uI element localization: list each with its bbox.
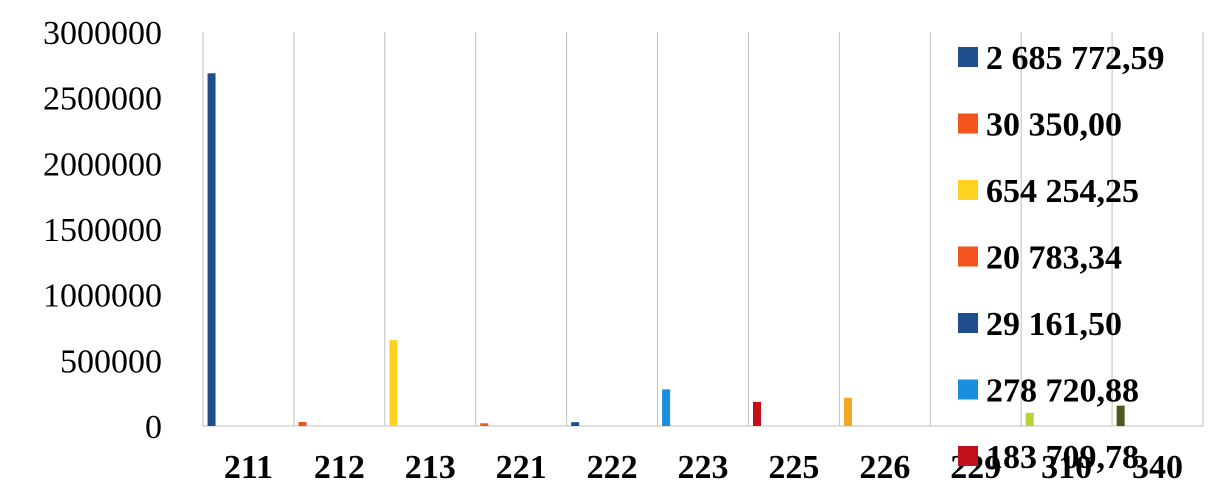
legend: 2 685 772,59 30 350,00 654 254,25 20 783,34… <box>958 40 1165 476</box>
bar <box>480 423 489 426</box>
x-tick-label: 222 <box>587 449 638 486</box>
y-tick-label: 2500000 <box>43 81 162 118</box>
y-tick-label: 0 <box>145 409 162 446</box>
legend-swatch <box>958 379 978 400</box>
legend-swatch <box>958 446 978 466</box>
legend-label: 278 720,88 <box>986 373 1139 410</box>
legend-swatch <box>958 113 978 134</box>
x-tick-label: 212 <box>314 449 365 486</box>
legend-swatch <box>958 313 978 333</box>
bar <box>571 422 580 426</box>
y-tick-label: 1000000 <box>43 278 162 315</box>
x-tick-label: 340 <box>1132 449 1183 486</box>
bar <box>389 340 398 426</box>
y-axis: 0 500000 1000000 1500000 2000000 2500000 30000… <box>43 15 162 446</box>
x-tick-label: 310 <box>1041 449 1092 486</box>
y-tick-label: 1500000 <box>43 212 162 249</box>
legend-label: 654 254,25 <box>986 173 1139 210</box>
bar <box>662 389 671 426</box>
legend-swatch <box>958 180 978 200</box>
legend-label: 20 783,34 <box>986 240 1122 277</box>
legend-label: 30 350,00 <box>986 107 1122 144</box>
gridlines <box>202 32 1204 427</box>
bar <box>753 401 761 426</box>
x-tick-label: 211 <box>224 449 273 486</box>
bars <box>207 73 1125 427</box>
x-tick-label: 225 <box>768 449 819 486</box>
legend-label: 29 161,50 <box>986 306 1122 343</box>
bar <box>1116 405 1125 426</box>
x-axis: 211 212 213 221 222 223 225 226 229 310 340 <box>224 449 1183 486</box>
x-tick-label: 226 <box>859 449 910 486</box>
bar <box>1025 412 1034 426</box>
bar <box>298 422 307 426</box>
bar <box>207 73 216 427</box>
x-tick-label: 213 <box>405 449 456 486</box>
x-tick-label: 223 <box>678 449 729 486</box>
bar <box>843 397 852 426</box>
x-tick-label: 221 <box>496 449 547 486</box>
y-tick-label: 2000000 <box>43 146 162 183</box>
legend-label: 2 685 772,59 <box>986 40 1165 77</box>
legend-swatch <box>958 246 978 267</box>
y-tick-label: 3000000 <box>43 15 162 52</box>
legend-swatch <box>958 47 978 67</box>
y-tick-label: 500000 <box>60 343 162 380</box>
legend-label: 183 709,78 <box>986 439 1139 476</box>
